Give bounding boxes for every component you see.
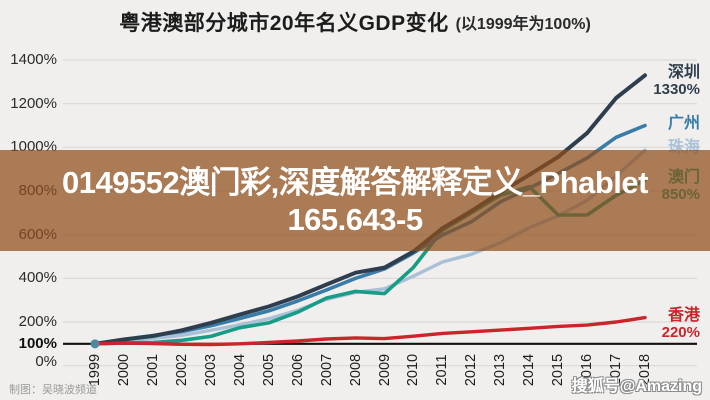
series-line-香港 (93, 315, 647, 347)
x-tick-2013: 2013 (492, 353, 509, 387)
credit-text: 制图：吴晓波频道 (9, 384, 97, 396)
x-tick-2005: 2005 (260, 353, 277, 387)
x-tick-2014: 2014 (521, 353, 538, 387)
watermark-text: 搜狐号@Amazing (571, 378, 702, 395)
y-tick-1200: 1200% (10, 94, 57, 112)
page-title: 粤港澳部分城市20年名义GDP变化 (以1999年为100%) (0, 6, 710, 38)
x-tick-2006: 2006 (289, 353, 306, 387)
overlay-banner: 0149552澳门彩,深度解答解释定义_Phablet 165.643-5 (0, 150, 710, 251)
series-end-value: 220% (661, 323, 700, 341)
series-name: 广州 (667, 114, 700, 132)
series-label-深圳: 深圳 1330% (653, 64, 700, 98)
series-name: 香港 (667, 306, 700, 324)
x-tick-2002: 2002 (173, 353, 190, 387)
series-end-value: 1330% (653, 81, 700, 99)
y-tick-1400: 1400% (10, 51, 57, 68)
series-name: 深圳 (667, 64, 700, 82)
chart-subtitle: (以1999年为100%) (455, 16, 591, 33)
x-tick-2011: 2011 (434, 354, 451, 386)
x-tick-2007: 2007 (318, 353, 335, 387)
x-tick-2012: 2012 (463, 353, 480, 387)
y-tick-400: 400% (18, 269, 57, 287)
x-tick-2010: 2010 (405, 353, 422, 387)
series-label-香港: 香港 220% (662, 307, 700, 341)
x-tick-2004: 2004 (231, 353, 248, 387)
x-tick-2008: 2008 (347, 353, 364, 387)
x-tick-2009: 2009 (376, 353, 393, 387)
series-label-广州: 广州 (668, 115, 700, 132)
x-tick-2003: 2003 (202, 353, 219, 387)
x-tick-2001: 2001 (144, 353, 161, 387)
start-point-dot (90, 339, 100, 349)
chart-title: 粤港澳部分城市20年名义GDP变化 (119, 12, 449, 35)
overlay-text-line2: 165.643-5 (287, 201, 423, 237)
overlay-text-line1: 0149552澳门彩,深度解答解释定义_Phablet (61, 164, 649, 200)
x-tick-2000: 2000 (115, 353, 132, 387)
y-tick-200: 200% (18, 313, 57, 330)
y-tick-0: 0% (35, 352, 57, 370)
x-tick-2015: 2015 (550, 353, 567, 387)
y-tick-100: 100% (18, 334, 57, 352)
